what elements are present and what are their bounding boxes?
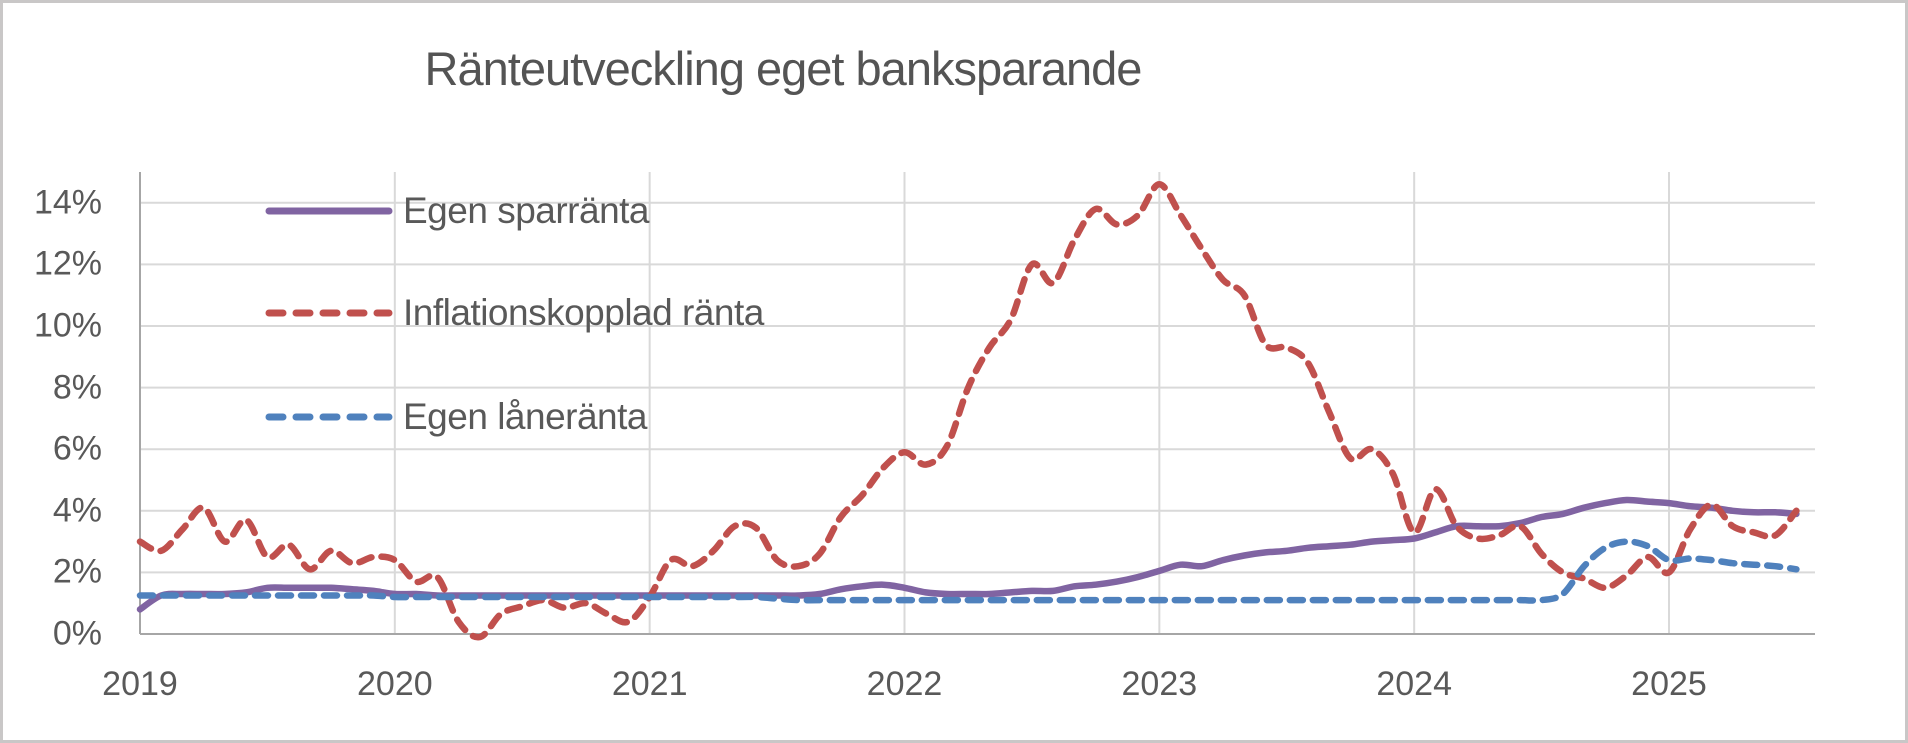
- axis-lines: [139, 172, 1815, 635]
- x-axis-tick-label: 2022: [866, 665, 943, 703]
- legend-label-egen-sparranta: Egen sparränta: [403, 190, 650, 231]
- legend-item-egen-laneranta: Egen låneränta: [265, 392, 647, 442]
- legend-label-inflationskopplad-ranta: Inflationskopplad ränta: [403, 292, 764, 333]
- y-axis-tick-label: 10%: [33, 306, 102, 345]
- legend-label-egen-laneranta: Egen låneränta: [403, 396, 647, 437]
- chart-title: Ränteutveckling eget banksparande: [424, 42, 1143, 95]
- legend-dashed-line-icon: [265, 413, 393, 421]
- y-axis-tick-label: 8%: [52, 368, 102, 407]
- x-axis-tick-label: 2025: [1631, 665, 1707, 703]
- legend-item-inflationskopplad-ranta: Inflationskopplad ränta: [265, 288, 764, 338]
- y-axis-tick-label: 6%: [52, 429, 102, 468]
- x-axis-tick-label: 2020: [357, 665, 433, 703]
- x-axis-tick-label: 2021: [611, 665, 688, 703]
- legend-dashed-line-icon: [265, 309, 393, 317]
- legend-item-egen-sparranta: Egen sparränta: [265, 186, 650, 236]
- series-line-inflationskopplad-ranta: [136, 181, 1800, 641]
- x-axis-tick-label: 2024: [1376, 665, 1452, 703]
- x-axis-tick-label: 2023: [1121, 665, 1198, 703]
- y-axis-tick-label: 12%: [33, 244, 102, 283]
- y-axis-tick-label: 4%: [52, 491, 102, 530]
- y-axis-tick-label: 2%: [52, 552, 102, 591]
- gridlines: [140, 172, 1815, 635]
- y-axis-tick-label: 14%: [33, 183, 102, 222]
- x-axis-tick-label: 2019: [102, 665, 178, 703]
- series-line-egen-laneranta: [136, 538, 1800, 604]
- legend-solid-line-icon: [265, 207, 393, 215]
- plot-area: [136, 172, 1815, 641]
- y-axis-tick-label: 0%: [52, 614, 102, 653]
